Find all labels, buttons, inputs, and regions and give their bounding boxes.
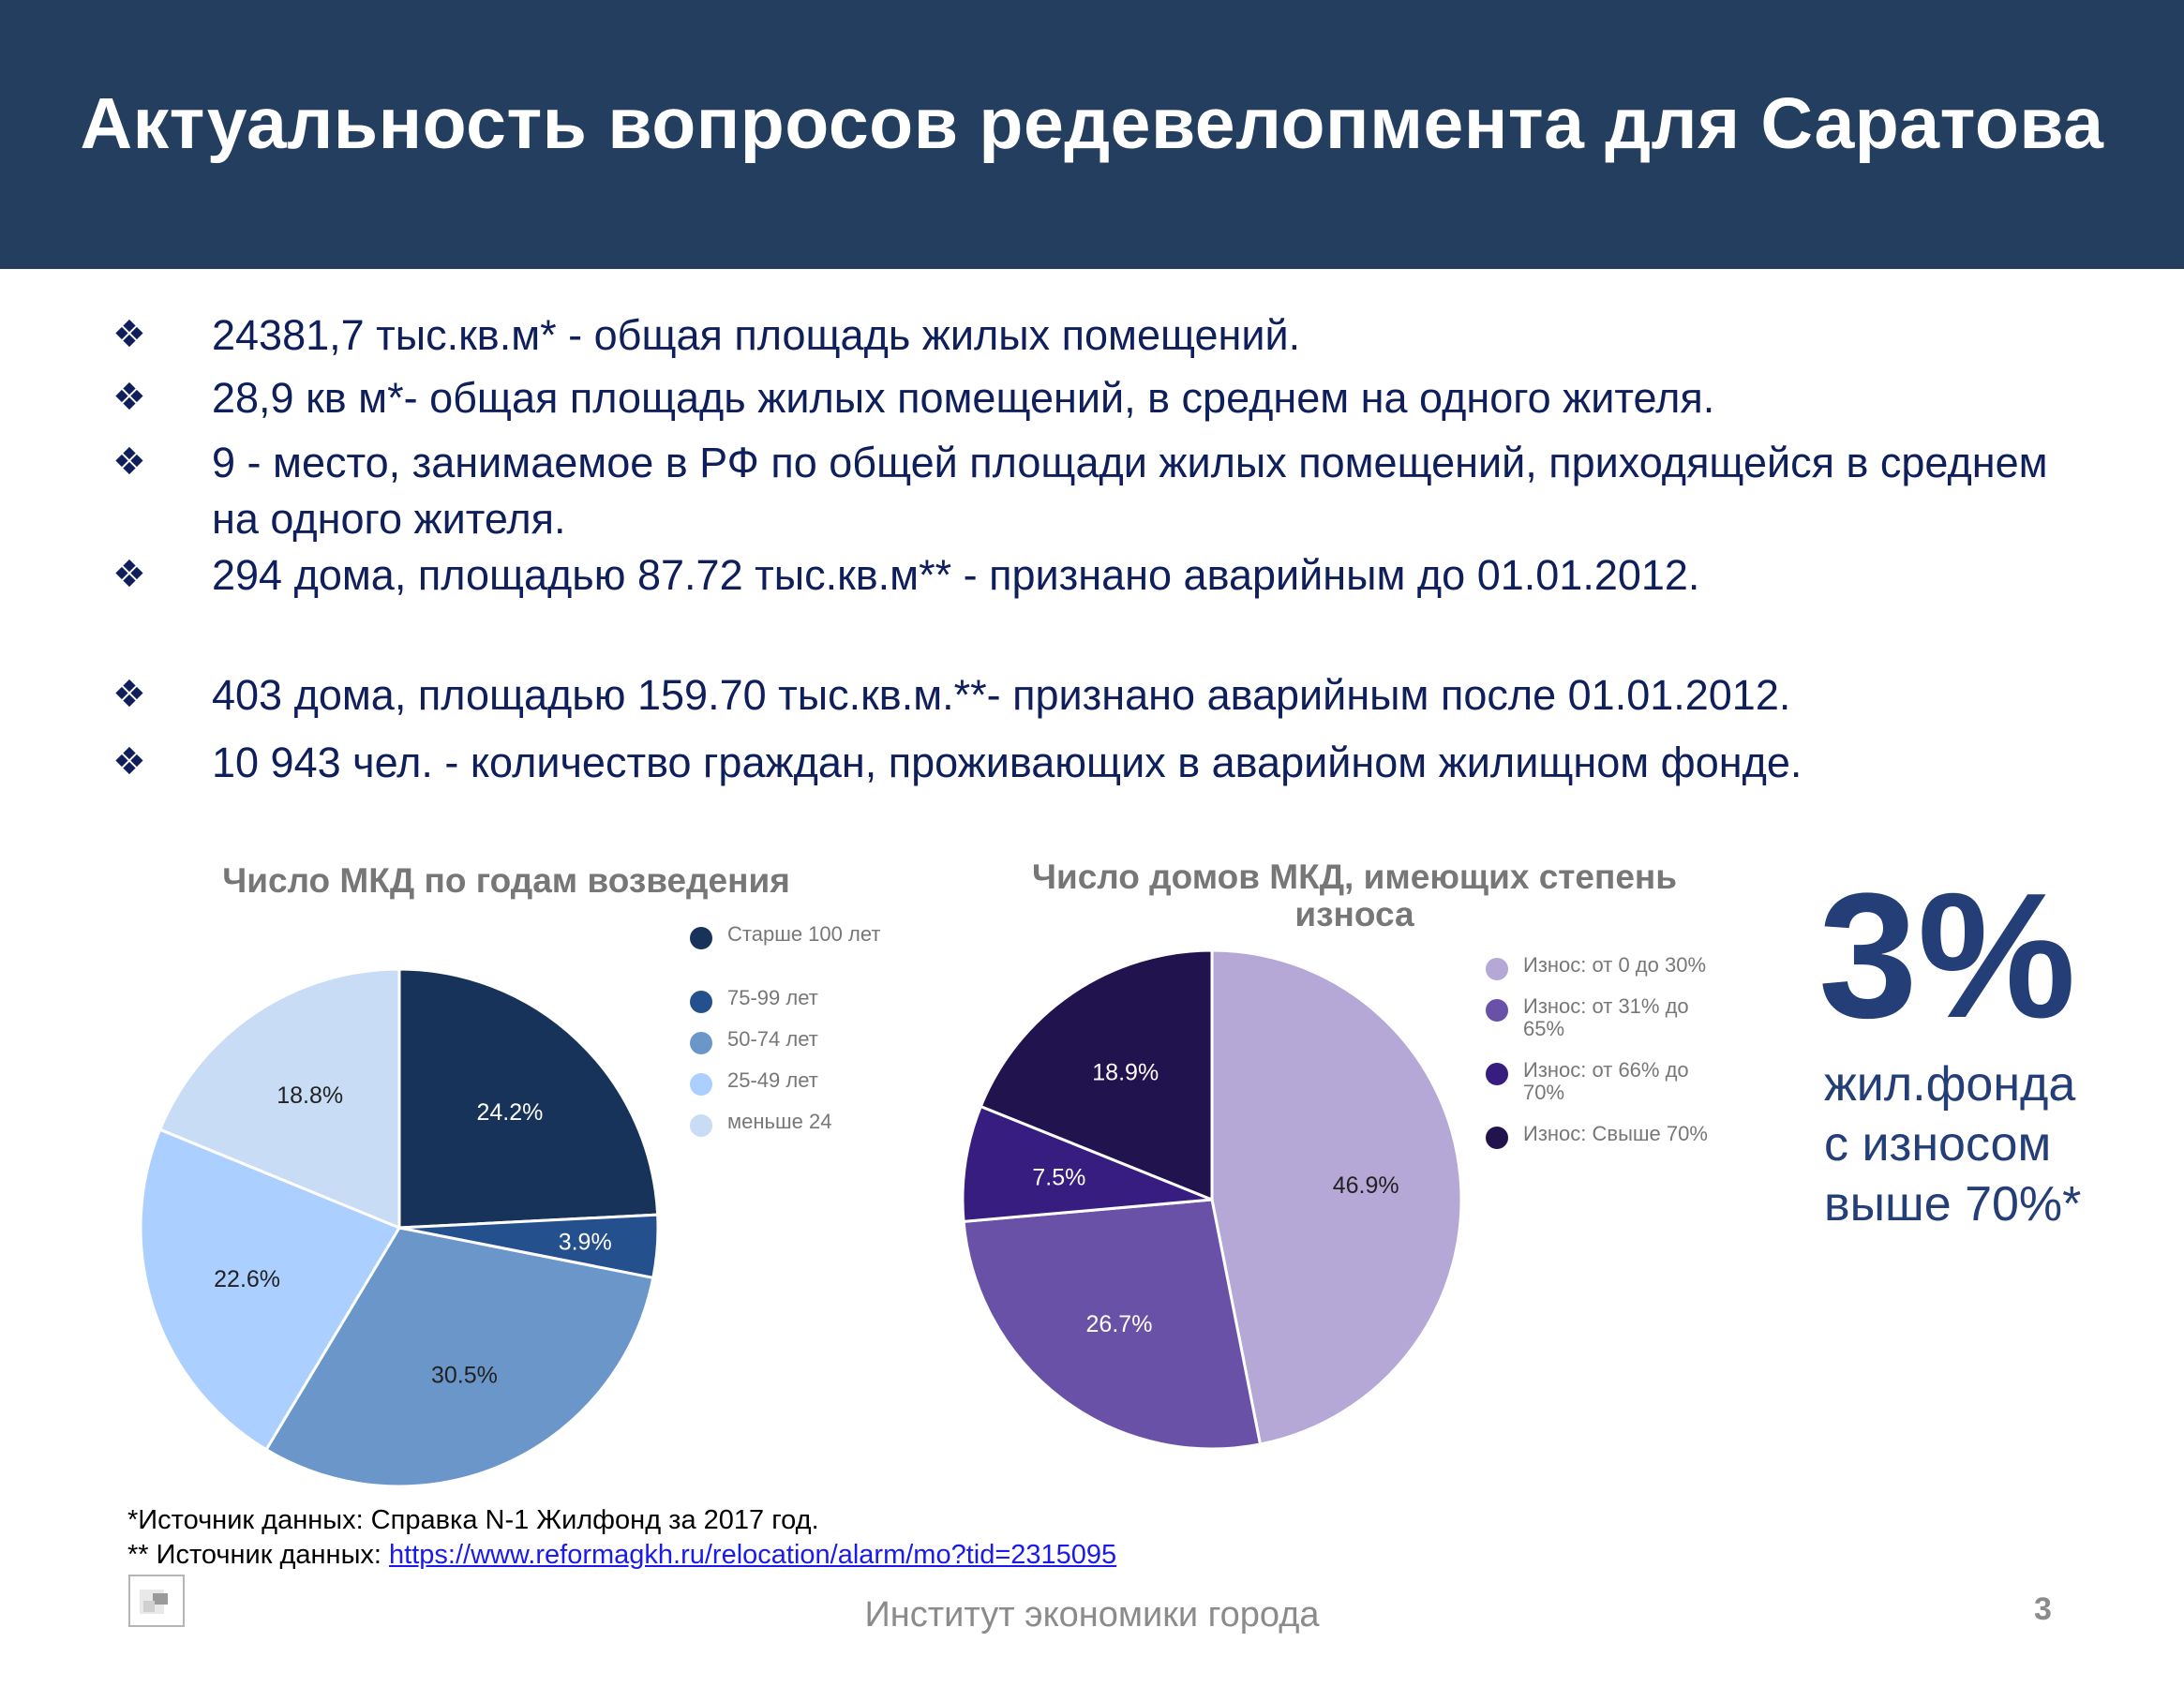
chart1-title: Число МКД по годам возведения xyxy=(222,861,790,900)
chart1-legend-label: 25-49 лет xyxy=(727,1068,818,1092)
diamond-bullet-icon: ❖ xyxy=(112,377,146,418)
chart2-legend-label: Износ: от 66% до 70% xyxy=(1523,1058,1689,1104)
chart2-slice xyxy=(961,1104,1213,1223)
bullet-text: 9 - место, занимаемое в РФ по общей площ… xyxy=(212,439,2048,543)
bullet-text: 28,9 кв м*- общая площадь жилых помещени… xyxy=(212,374,1715,422)
chart1-slice xyxy=(139,1127,402,1452)
highlight-caption-line: с износом xyxy=(1824,1117,2052,1172)
chart1-legend-label: меньше 24 xyxy=(727,1110,832,1133)
diamond-bullet-icon: ❖ xyxy=(112,741,146,783)
chart2-slice xyxy=(1210,948,1463,1446)
chart1-slice-label: 30.5% xyxy=(431,1362,498,1388)
highlight-value: 3% xyxy=(1818,857,2076,1055)
chart2-title: Число домов МКД, имеющих степень износа xyxy=(1031,858,1678,933)
chart1-legend-swatch xyxy=(690,1073,712,1096)
chart1-legend-label: 50-74 лет xyxy=(727,1027,818,1051)
chart1-pie: 24.2% 3.9% 30.5% 22.6% 18.8% xyxy=(139,967,660,1488)
bullet-text: 294 дома, площадью 87.72 тыс.кв.м** - пр… xyxy=(212,551,1700,599)
chart2-legend-label: Износ: Свыше 70% xyxy=(1523,1122,1708,1145)
page-number: 3 xyxy=(2034,1591,2052,1627)
chart1-legend-swatch xyxy=(690,927,712,949)
bullet-text: 403 дома, площадью 159.70 тыс.кв.м.**- п… xyxy=(212,671,1791,719)
chart2-legend-label: Износ: от 31% до 65% xyxy=(1523,994,1689,1040)
slide-title: Актуальность вопросов редевелопмента для… xyxy=(80,83,2104,164)
highlight-caption-line: жил.фонда xyxy=(1824,1057,2076,1112)
footnote-source-2: ** Источник данных: https://www.reformag… xyxy=(127,1540,1116,1571)
footer-organization: Институт экономики города xyxy=(864,1595,1320,1635)
source-link[interactable]: https://www.reformagkh.ru/relocation/ala… xyxy=(389,1540,1117,1570)
chart1-slice xyxy=(397,967,660,1230)
chart1-legend-swatch xyxy=(690,1032,712,1054)
diamond-bullet-icon: ❖ xyxy=(112,314,146,355)
bullet-text: 24381,7 тыс.кв.м* - общая площадь жилых … xyxy=(212,311,1301,359)
chart2-legend-label: Износ: от 0 до 30% xyxy=(1523,953,1707,977)
chart2-slice-label: 46.9% xyxy=(1333,1172,1399,1199)
logo-icon xyxy=(140,1590,168,1614)
chart2-slice xyxy=(979,948,1214,1202)
bullet-text: 10 943 чел. - количество граждан, прожив… xyxy=(212,739,1803,786)
chart1-slice xyxy=(157,967,401,1231)
diamond-bullet-icon: ❖ xyxy=(112,554,146,595)
footnote-prefix: ** Источник данных: xyxy=(127,1540,390,1570)
footnote-source-1: *Источник данных: Справка N-1 Жилфонд за… xyxy=(127,1505,819,1535)
chart2-legend-swatch xyxy=(1486,958,1508,980)
chart2-slice-label: 18.9% xyxy=(1092,1059,1159,1085)
chart2-pie: 46.9% 26.7% 7.5% 18.9% xyxy=(961,948,1463,1451)
chart2-legend-swatch xyxy=(1486,1127,1508,1149)
diamond-bullet-icon: ❖ xyxy=(112,674,146,715)
chart1-slice-label: 22.6% xyxy=(214,1266,280,1292)
chart1-slice-label: 18.8% xyxy=(277,1082,343,1109)
chart2-legend-swatch xyxy=(1486,999,1508,1022)
chart1-legend-swatch xyxy=(690,1114,712,1137)
institute-logo xyxy=(128,1575,185,1627)
chart1-slice-label: 3.9% xyxy=(559,1229,612,1255)
chart1-legend-label: Старше 100 лет xyxy=(727,922,881,946)
chart1-legend-label: 75-99 лет xyxy=(727,986,818,1009)
chart2-legend-swatch xyxy=(1486,1063,1508,1085)
highlight-caption-line: выше 70%* xyxy=(1824,1177,2082,1232)
slide-header: Актуальность вопросов редевелопмента для… xyxy=(0,0,2184,269)
diamond-bullet-icon: ❖ xyxy=(112,441,146,483)
chart1-slice xyxy=(263,1226,655,1488)
chart2-slice-label: 7.5% xyxy=(1032,1165,1085,1191)
chart1-legend-swatch xyxy=(690,991,712,1013)
chart1-slice-label: 24.2% xyxy=(476,1099,543,1126)
chart2-slice xyxy=(962,1198,1263,1451)
chart2-slice-label: 26.7% xyxy=(1086,1311,1153,1337)
highlight-caption: жил.фонда с износом выше 70%* xyxy=(1824,1054,2180,1234)
